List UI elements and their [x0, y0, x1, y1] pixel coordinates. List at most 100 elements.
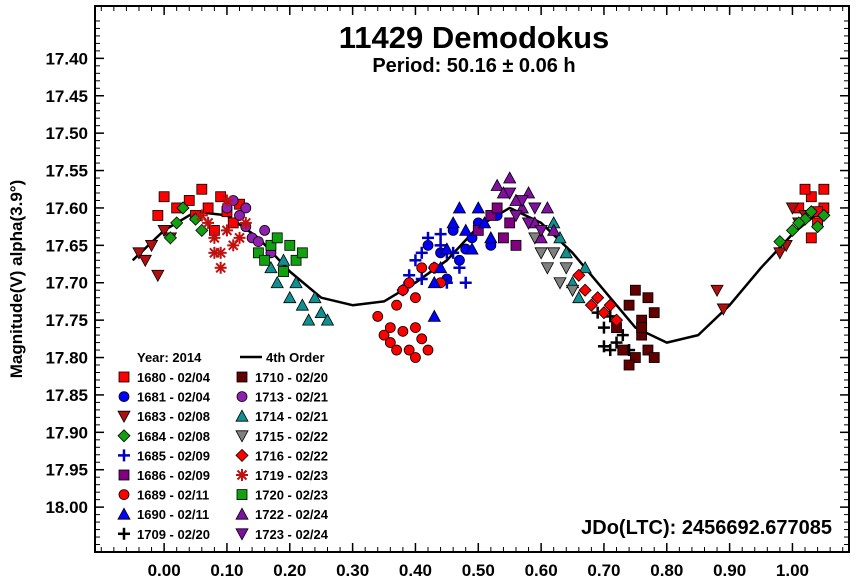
y-tick-label: 17.75: [45, 311, 88, 330]
legend-marker: [235, 409, 249, 422]
data-point: [547, 247, 561, 260]
x-tick-label: 0.00: [148, 561, 181, 580]
data-point: [208, 231, 221, 244]
data-point: [597, 306, 611, 320]
data-point: [271, 232, 283, 244]
data-point: [378, 329, 390, 341]
data-point: [410, 352, 421, 363]
data-point: [283, 290, 297, 304]
data-point: [157, 224, 171, 238]
y-tick-label: 17.45: [45, 87, 88, 106]
data-point: [504, 217, 516, 229]
data-point: [259, 254, 271, 266]
x-tick-label: 0.30: [336, 561, 369, 580]
data-point: [403, 344, 415, 356]
data-point: [792, 216, 806, 230]
x-tick-label: 0.70: [587, 561, 620, 580]
y-tick-label: 17.70: [45, 274, 88, 293]
data-point: [490, 178, 504, 191]
data-point: [565, 284, 580, 298]
data-point: [240, 202, 252, 214]
data-point: [176, 201, 190, 215]
data-point: [642, 292, 654, 304]
data-point: [163, 231, 177, 245]
data-point: [459, 276, 472, 289]
data-point: [629, 352, 641, 363]
data-point: [144, 239, 159, 253]
legend-marker: [118, 527, 130, 540]
data-point: [534, 247, 548, 260]
data-point: [264, 260, 278, 274]
legend-label: 1710 - 02/20: [255, 370, 328, 385]
legend-label: 1713 - 02/21: [255, 390, 328, 405]
data-point: [391, 344, 403, 356]
data-point: [416, 262, 428, 274]
data-point: [636, 322, 648, 334]
data-point: [233, 231, 246, 244]
data-point: [785, 223, 800, 237]
x-tick-label: 1.00: [776, 561, 809, 580]
data-point: [629, 284, 641, 296]
data-point: [202, 202, 214, 214]
data-point: [584, 298, 598, 312]
plot-frame: [94, 5, 850, 553]
legend-marker: [236, 469, 248, 481]
data-point: [265, 239, 277, 251]
legend-label: 1686 - 02/09: [137, 468, 210, 483]
data-point: [384, 322, 396, 334]
data-point: [616, 329, 629, 342]
data-point: [710, 284, 724, 298]
data-point: [604, 344, 617, 357]
legend-label: 1689 - 02/11: [137, 488, 209, 503]
legend-marker: [235, 448, 249, 462]
data-point: [384, 337, 396, 348]
legend-header: Year: 2014: [137, 350, 202, 365]
legend-marker: [235, 528, 249, 541]
data-point: [503, 187, 517, 200]
data-point: [811, 220, 825, 234]
data-point: [623, 299, 635, 311]
data-point: [259, 224, 271, 236]
data-point: [289, 275, 303, 289]
data-point: [434, 239, 447, 252]
data-point: [410, 322, 421, 334]
data-point: [151, 269, 165, 283]
data-point: [284, 239, 296, 251]
legend-label: 1680 - 02/04: [137, 370, 211, 385]
data-point: [498, 232, 509, 244]
data-point: [572, 268, 586, 282]
data-point: [314, 305, 328, 319]
data-point: [158, 191, 170, 203]
data-point: [534, 231, 548, 244]
data-point: [623, 359, 635, 371]
data-point: [648, 307, 660, 319]
data-point: [572, 290, 586, 304]
legend-label: 1719 - 02/23: [255, 468, 328, 483]
legend-marker: [235, 507, 249, 520]
data-points: [132, 171, 831, 371]
data-point: [397, 284, 409, 296]
data-point: [276, 253, 291, 266]
data-point: [422, 231, 435, 244]
data-point: [290, 254, 302, 266]
legend-label: 1685 - 02/09: [137, 448, 210, 463]
data-point: [610, 336, 623, 349]
data-point: [510, 239, 522, 251]
data-point: [540, 262, 555, 275]
y-tick-label: 17.90: [45, 423, 88, 442]
y-tick-label: 18.00: [45, 498, 88, 517]
x-tick-label: 0.20: [273, 561, 306, 580]
legend-label: 1709 - 02/20: [137, 527, 210, 542]
legend-label: 1681 - 02/04: [137, 390, 211, 405]
data-point: [648, 352, 660, 363]
data-point: [484, 231, 498, 244]
data-point: [434, 228, 447, 241]
data-point: [308, 290, 322, 304]
data-point: [440, 242, 454, 255]
data-point: [397, 325, 409, 337]
legend-marker: [118, 469, 130, 481]
data-point: [152, 210, 164, 221]
data-point: [415, 273, 428, 285]
data-point: [521, 217, 536, 230]
